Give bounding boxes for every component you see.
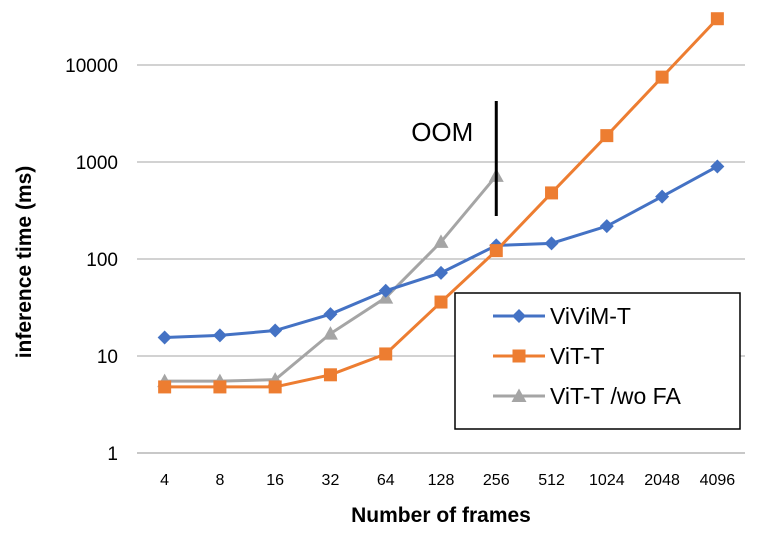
legend-item: ViT-T [493, 343, 605, 369]
legend: ViViM-T ViT-T ViT-T /wo FA [454, 292, 741, 430]
y-axis-ticks: 1 10 100 1000 10000 [65, 56, 118, 465]
y-tick-label: 100 [86, 250, 118, 271]
x-axis-ticks: 4 8 16 32 64 128 256 512 1024 2048 4096 [160, 472, 735, 489]
x-tick-label: 8 [215, 472, 224, 489]
legend-item: ViViM-T [493, 303, 631, 329]
data-point-square [213, 380, 227, 394]
oom-annotation: OOM [411, 101, 498, 216]
x-tick-label: 16 [266, 472, 284, 489]
x-tick-label: 2048 [644, 472, 680, 489]
data-point-diamond [512, 309, 526, 323]
x-tick-label: 64 [377, 472, 395, 489]
data-point-diamond [655, 189, 670, 204]
data-point-triangle [322, 326, 338, 340]
data-point-square [434, 295, 448, 309]
x-tick-label: 4096 [700, 472, 736, 489]
data-point-diamond [378, 283, 393, 298]
data-point-square [379, 347, 393, 361]
data-point-square [600, 129, 614, 143]
data-point-diamond [544, 236, 559, 251]
data-point-diamond [212, 328, 227, 343]
series-vit-t-wo-fa [157, 168, 504, 388]
y-tick-label: 1 [107, 444, 118, 465]
y-axis-title: inference time (ms) [13, 166, 36, 359]
x-tick-label: 1024 [589, 472, 625, 489]
x-tick-label: 128 [428, 472, 455, 489]
y-tick-label: 10000 [65, 56, 118, 77]
data-point-triangle [433, 234, 449, 248]
data-point-diamond [710, 159, 725, 174]
series-line [164, 174, 498, 383]
data-point-diamond [268, 323, 283, 338]
x-tick-label: 4 [160, 472, 169, 489]
x-axis-title: Number of frames [351, 504, 531, 527]
x-tick-label: 512 [538, 472, 565, 489]
series-layer [157, 12, 725, 394]
legend-item: ViT-T /wo FA [493, 383, 681, 409]
data-point-diamond [323, 307, 338, 322]
x-tick-label: 32 [322, 472, 340, 489]
data-point-square [268, 380, 282, 394]
data-point-square [710, 12, 724, 26]
data-point-square [323, 368, 337, 382]
data-point-diamond [599, 219, 614, 234]
data-point-square [655, 70, 669, 84]
series-vivim-t [157, 159, 725, 345]
legend-label: ViViM-T [550, 303, 631, 329]
legend-label: ViT-T [550, 343, 605, 369]
data-point-square [158, 380, 172, 394]
oom-label: OOM [411, 117, 473, 147]
y-tick-label: 1000 [76, 153, 118, 174]
data-point-diamond [157, 330, 172, 345]
data-point-square [512, 349, 526, 363]
y-tick-label: 10 [97, 347, 118, 368]
data-point-square [489, 244, 503, 258]
x-tick-label: 256 [483, 472, 510, 489]
data-point-square [545, 186, 559, 200]
series-vit-t [158, 12, 724, 394]
data-point-triangle [511, 388, 527, 402]
legend-label: ViT-T /wo FA [550, 383, 681, 409]
data-point-diamond [434, 265, 448, 280]
